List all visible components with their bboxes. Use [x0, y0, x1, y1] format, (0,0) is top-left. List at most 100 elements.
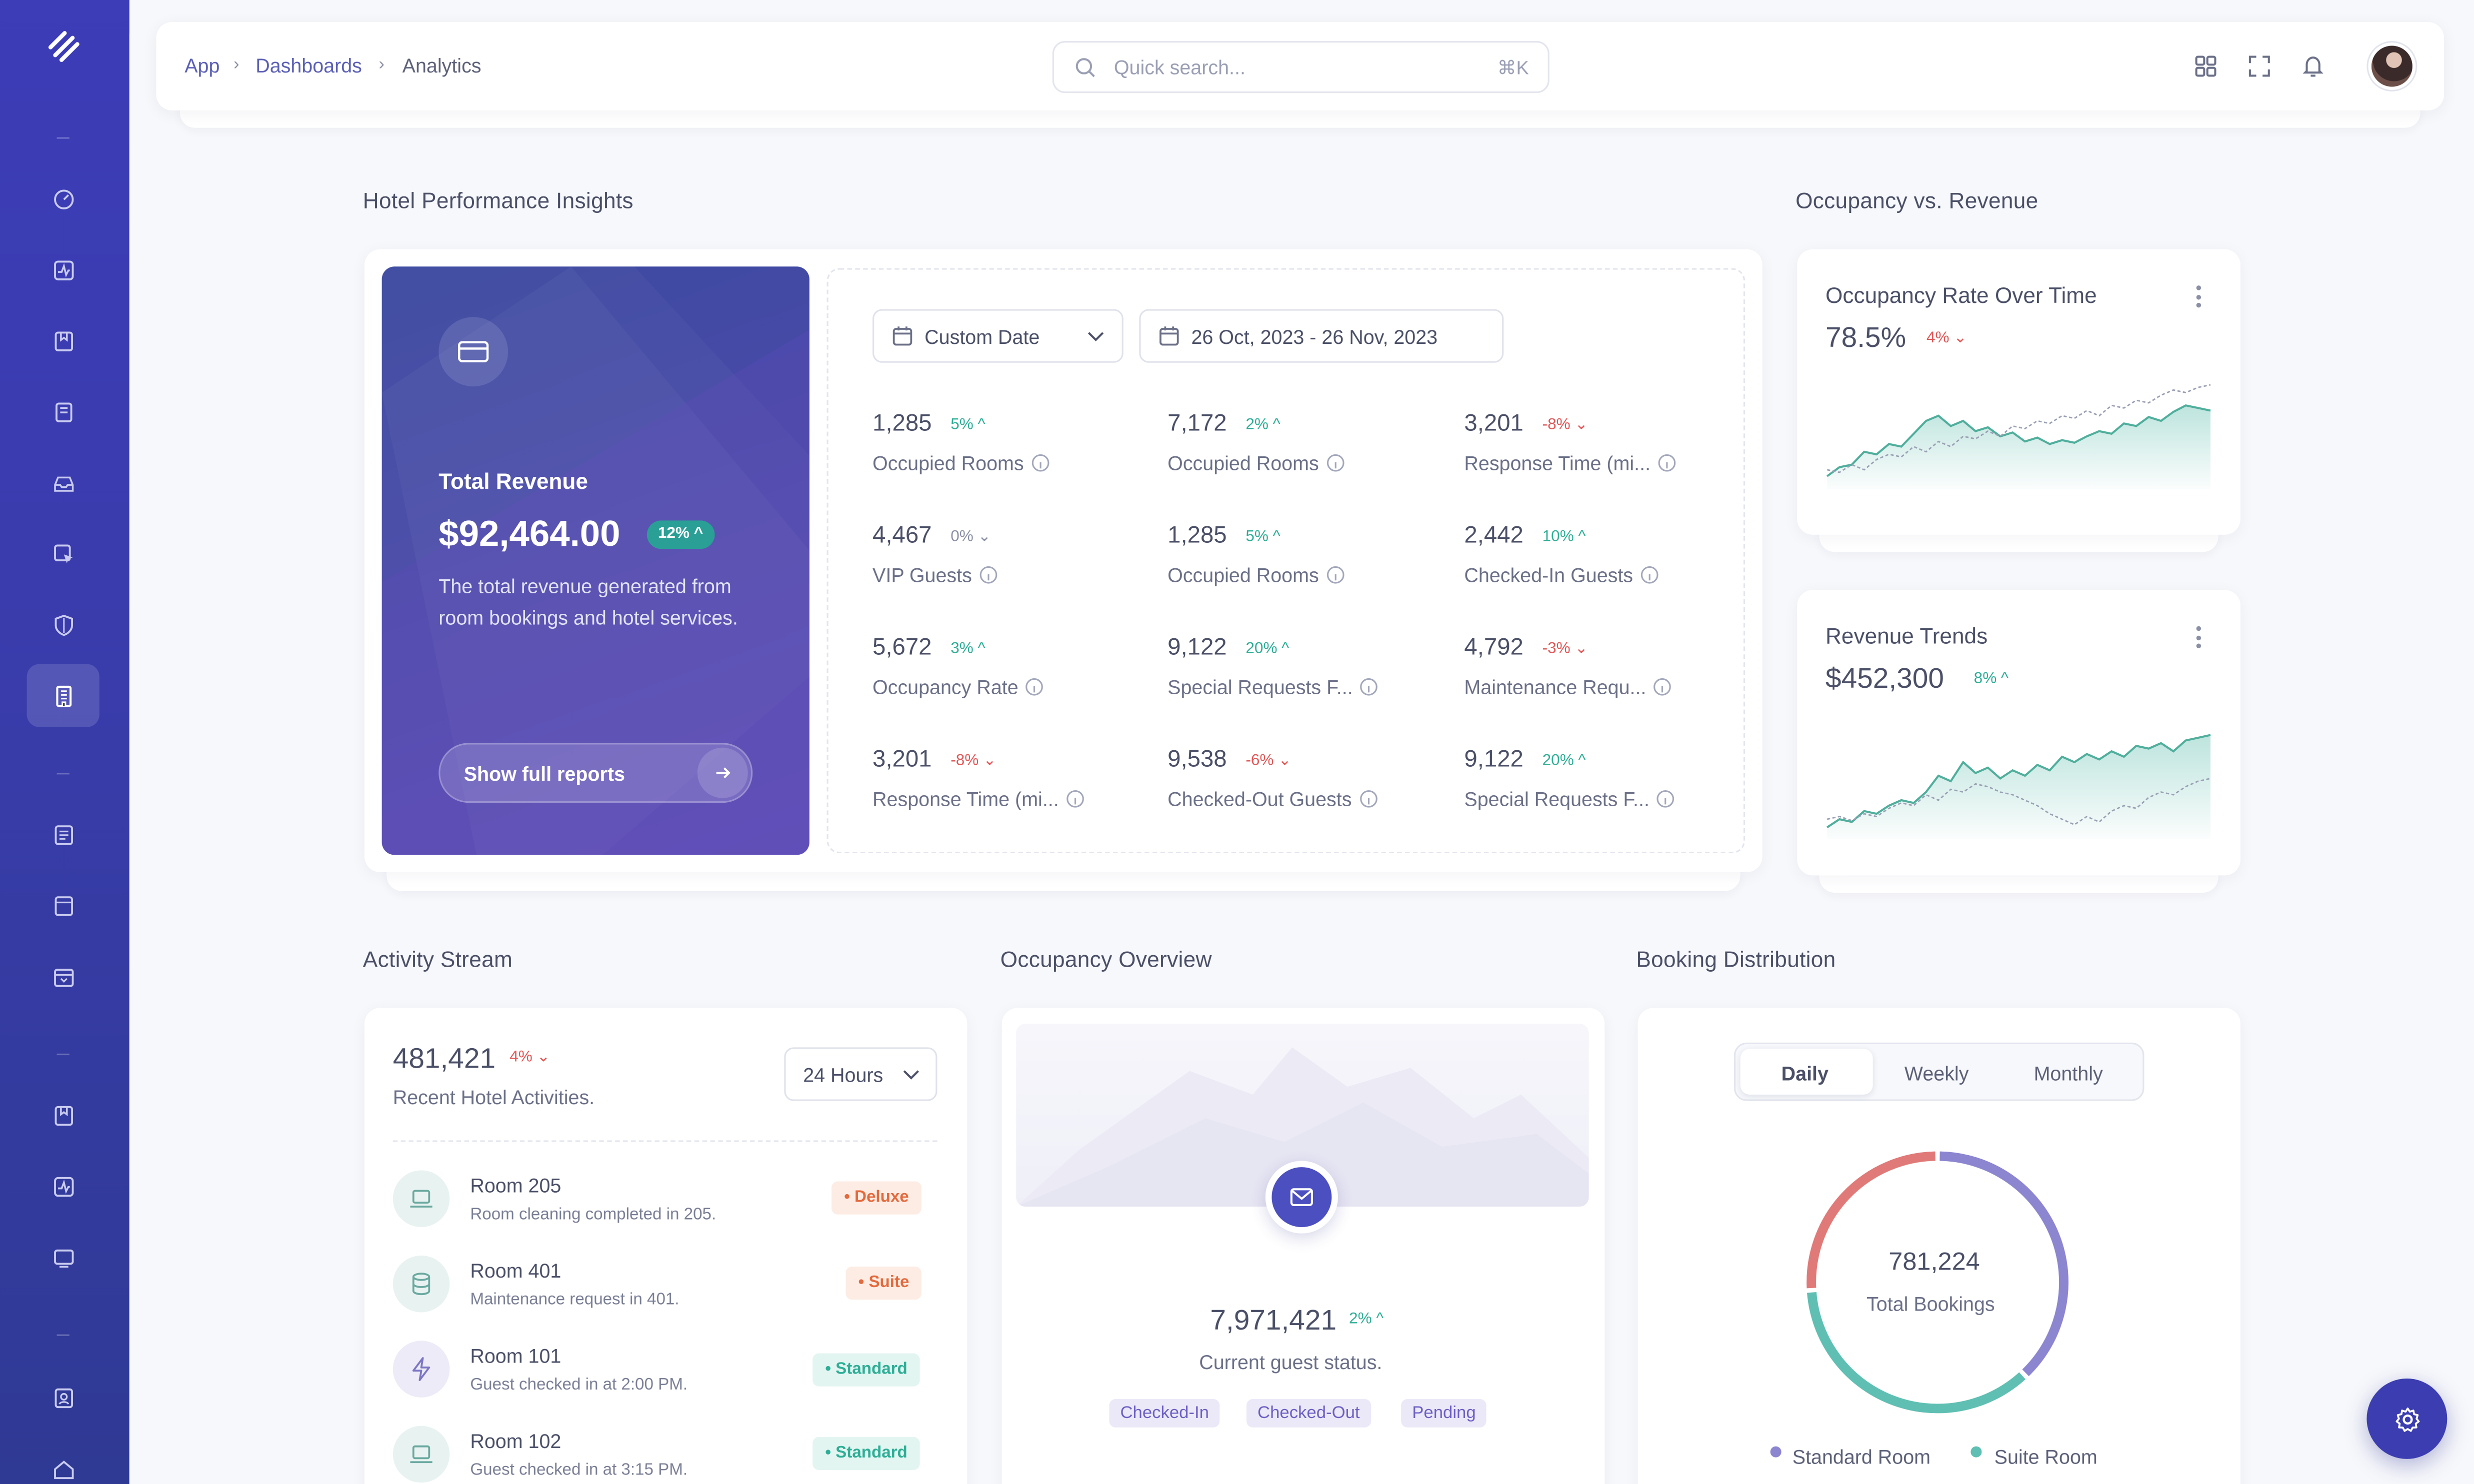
- breadcrumb-app[interactable]: App: [184, 55, 220, 77]
- stat-change-value: 20%: [1246, 640, 1277, 658]
- inbox-icon[interactable]: [49, 468, 78, 497]
- stat-label-text: Response Time (mi...: [1464, 453, 1650, 475]
- bolt-icon: [393, 1341, 450, 1398]
- tab-weekly[interactable]: Weekly: [1904, 1063, 1969, 1085]
- stat-label-text: Occupancy Rate: [872, 677, 1018, 699]
- status-pill-checked-out[interactable]: Checked-Out: [1246, 1399, 1371, 1428]
- stat-label-text: Checked-Out Guests: [1168, 789, 1352, 811]
- revenue-change-badge: 12% ^: [647, 520, 714, 549]
- more-options-icon[interactable]: [2196, 626, 2203, 648]
- mail-icon[interactable]: [1266, 1161, 1338, 1234]
- stat-label-text: Occupied Rooms: [1168, 453, 1319, 475]
- info-icon[interactable]: [1326, 454, 1344, 472]
- stat-item: 4,792-3% ⌄Maintenance Requ...: [1464, 634, 1732, 713]
- info-icon[interactable]: [1658, 790, 1675, 808]
- occupancy-line-chart: [1826, 375, 2212, 489]
- stat-label: Occupied Rooms: [1168, 453, 1344, 475]
- info-icon[interactable]: [1326, 566, 1344, 584]
- stat-item: 9,122 20% ^ Special Requests F...: [1168, 634, 1436, 713]
- overview-change-value: 2%: [1349, 1311, 1372, 1328]
- dashboard-icon[interactable]: [49, 184, 78, 213]
- status-pill-pending[interactable]: Pending: [1401, 1399, 1487, 1428]
- stat-label: Occupied Rooms: [872, 453, 1049, 475]
- sidebar: [0, 0, 130, 1484]
- calendar-icon[interactable]: [49, 962, 78, 991]
- chevron-down-icon: [902, 1068, 920, 1082]
- stat-label: Response Time (mi...: [1464, 453, 1676, 475]
- stat-value: 9,122: [1168, 634, 1226, 661]
- settings-button[interactable]: [2366, 1379, 2447, 1459]
- revenue-description: The total revenue generated from room bo…: [438, 572, 754, 634]
- stat-change: 0% ⌄: [950, 528, 991, 546]
- home-icon[interactable]: [49, 1454, 78, 1483]
- info-icon[interactable]: [1658, 454, 1676, 472]
- info-icon[interactable]: [1641, 566, 1658, 584]
- show-full-reports-button[interactable]: Show full reports: [438, 743, 752, 803]
- activity-total: 481,421: [393, 1043, 496, 1076]
- shield-icon[interactable]: [49, 610, 78, 639]
- stat-change: 5% ^: [1246, 528, 1280, 546]
- book-icon[interactable]: [49, 397, 78, 426]
- overview-change: 2% ^: [1349, 1311, 1384, 1328]
- info-icon[interactable]: [1360, 790, 1377, 808]
- revenue-amount: $92,464.00: [438, 513, 620, 555]
- bell-icon[interactable]: [2299, 52, 2328, 80]
- show-full-reports-label: Show full reports: [464, 763, 625, 785]
- time-range-dropdown[interactable]: 24 Hours: [784, 1047, 937, 1101]
- pulse-icon[interactable]: [49, 1172, 78, 1201]
- stat-change: -3% ⌄: [1542, 640, 1588, 658]
- user-icon[interactable]: [49, 1383, 78, 1412]
- monitor-icon[interactable]: [49, 1243, 78, 1272]
- cursor-icon[interactable]: [49, 539, 78, 568]
- bookmark-icon[interactable]: [49, 1101, 78, 1130]
- revenue-trends-card: Revenue Trends $452,300 8% ^: [1797, 590, 2240, 875]
- building-icon[interactable]: [49, 681, 78, 710]
- info-icon[interactable]: [1360, 678, 1378, 696]
- section-title-booking-distribution: Booking Distribution: [1636, 946, 1836, 971]
- info-icon[interactable]: [1066, 790, 1084, 808]
- info-icon[interactable]: [1026, 678, 1044, 696]
- stat-label: Checked-Out Guests: [1168, 789, 1377, 811]
- room-type-tag-label: Suite: [868, 1273, 909, 1292]
- stat-item: 3,201-8% ⌄Response Time (mi...: [872, 746, 1140, 825]
- status-pill-checked-in[interactable]: Checked-In: [1109, 1399, 1220, 1428]
- search-input[interactable]: Quick search... ⌘K: [1052, 41, 1550, 93]
- room-type-tag: • Standard: [812, 1437, 920, 1470]
- date-range-field[interactable]: 26 Oct, 2023 - 26 Nov, 2023: [1139, 309, 1504, 362]
- tab-daily[interactable]: Daily: [1782, 1063, 1828, 1085]
- date-type-dropdown[interactable]: Custom Date: [872, 309, 1124, 362]
- sidebar-divider: [57, 1054, 70, 1055]
- layout-icon[interactable]: [49, 891, 78, 920]
- breadcrumb-dashboards[interactable]: Dashboards: [256, 55, 362, 77]
- room-type-tag-label: Standard: [836, 1443, 908, 1462]
- date-type-value: Custom Date: [924, 326, 1040, 348]
- bookmark-icon[interactable]: [49, 326, 78, 355]
- stat-change: 20% ^: [1246, 640, 1289, 658]
- room-type-tag-label: Deluxe: [854, 1188, 909, 1207]
- more-options-icon[interactable]: [2196, 285, 2203, 307]
- avatar[interactable]: [2368, 42, 2416, 90]
- stat-item: 9,538-6% ⌄Checked-Out Guests: [1168, 746, 1436, 825]
- stat-label: Occupied Rooms: [1168, 565, 1344, 587]
- activity-icon[interactable]: [49, 255, 78, 284]
- revenue-trends-change: 8% ^: [1974, 670, 2008, 688]
- section-title-activity-stream: Activity Stream: [363, 946, 512, 971]
- stat-label: VIP Guests: [872, 565, 997, 587]
- stat-label-text: Special Requests F...: [1168, 677, 1353, 699]
- logo-icon[interactable]: [46, 28, 80, 63]
- info-icon[interactable]: [980, 566, 998, 584]
- info-icon[interactable]: [1654, 678, 1672, 696]
- room-type-tag: • Standard: [812, 1354, 920, 1387]
- list-icon[interactable]: [49, 820, 78, 849]
- stat-change-value: 5%: [1246, 528, 1268, 546]
- info-icon[interactable]: [1032, 454, 1049, 472]
- stat-label-text: Special Requests F...: [1464, 789, 1650, 811]
- stat-change-value: 3%: [950, 640, 974, 658]
- stat-item: 3,201-8% ⌄Response Time (mi...: [1464, 410, 1732, 489]
- tab-monthly[interactable]: Monthly: [2034, 1063, 2103, 1085]
- fullscreen-icon[interactable]: [2245, 52, 2274, 80]
- activity-item-title: Room 401: [470, 1260, 561, 1282]
- grid-icon[interactable]: [2192, 52, 2220, 80]
- stat-label-text: Response Time (mi...: [872, 789, 1059, 811]
- database-icon: [393, 1256, 450, 1313]
